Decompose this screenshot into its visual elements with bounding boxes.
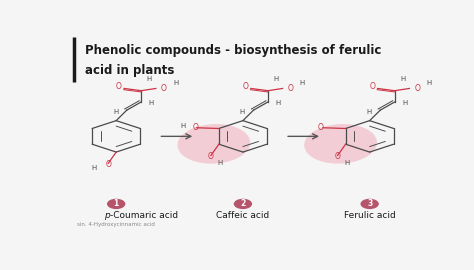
Text: Caffeic acid: Caffeic acid	[216, 211, 270, 220]
Text: 1: 1	[114, 200, 119, 208]
Text: H: H	[173, 80, 178, 86]
Text: O: O	[192, 123, 198, 132]
Text: O: O	[414, 84, 420, 93]
Text: acid in plants: acid in plants	[85, 64, 174, 77]
Text: O: O	[243, 82, 248, 91]
Text: H: H	[240, 109, 245, 115]
Text: O: O	[161, 84, 167, 93]
Text: H: H	[402, 100, 408, 106]
Text: H: H	[91, 165, 96, 171]
Text: O: O	[318, 123, 323, 132]
Text: O: O	[208, 153, 214, 161]
Text: H: H	[273, 76, 279, 82]
Text: H: H	[300, 80, 305, 86]
Text: O: O	[116, 82, 122, 91]
Text: H: H	[366, 109, 372, 115]
Text: 3: 3	[367, 200, 372, 208]
Text: O: O	[288, 84, 293, 93]
Text: 2: 2	[240, 200, 246, 208]
Circle shape	[234, 199, 252, 209]
Ellipse shape	[304, 124, 377, 164]
Text: Ferulic acid: Ferulic acid	[344, 211, 395, 220]
Ellipse shape	[177, 124, 250, 164]
Text: O: O	[105, 160, 111, 169]
Text: H: H	[113, 109, 118, 115]
Text: H: H	[149, 100, 154, 106]
Text: H: H	[427, 80, 432, 86]
Text: Phenolic compounds - biosynthesis of ferulic: Phenolic compounds - biosynthesis of fer…	[85, 43, 382, 57]
Text: H: H	[218, 160, 223, 166]
Text: -Coumaric acid: -Coumaric acid	[109, 211, 178, 220]
Text: H: H	[400, 76, 405, 82]
Text: p: p	[104, 211, 109, 220]
Text: sin. 4-Hydroxycinnamic acid: sin. 4-Hydroxycinnamic acid	[77, 222, 155, 227]
Text: H: H	[275, 100, 281, 106]
Text: O: O	[369, 82, 375, 91]
Text: H: H	[344, 160, 349, 166]
Text: O: O	[335, 153, 341, 161]
Text: H: H	[146, 76, 152, 82]
Circle shape	[360, 199, 379, 209]
Text: H: H	[181, 123, 186, 129]
Circle shape	[107, 199, 125, 209]
